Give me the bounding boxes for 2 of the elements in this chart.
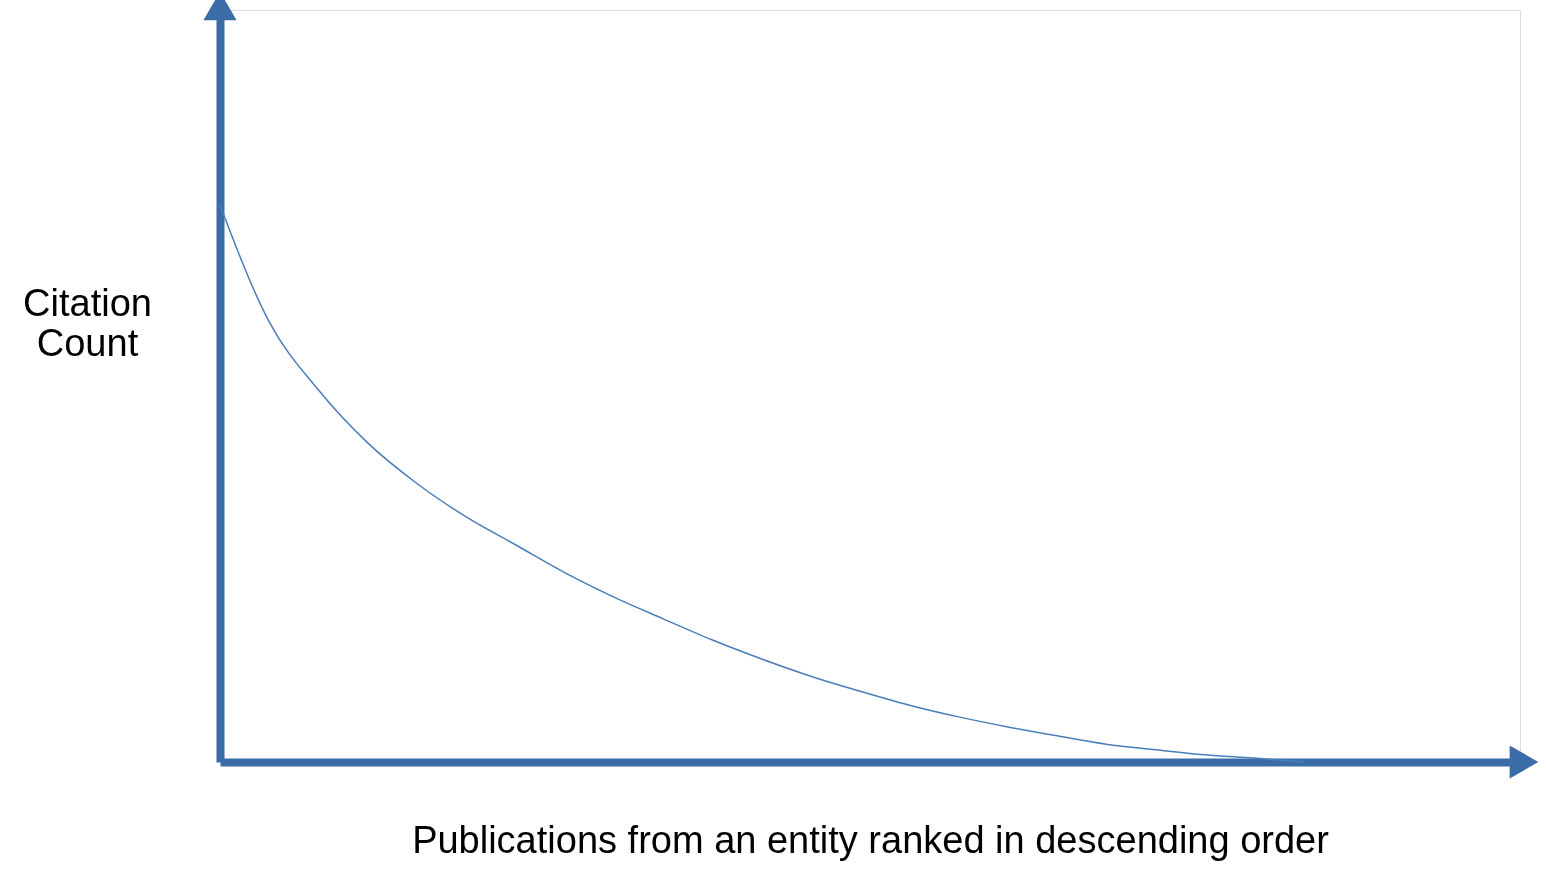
y-axis-title: Citation Count: [23, 281, 152, 364]
x-axis-title: Publications from an entity ranked in descending order: [412, 818, 1330, 861]
